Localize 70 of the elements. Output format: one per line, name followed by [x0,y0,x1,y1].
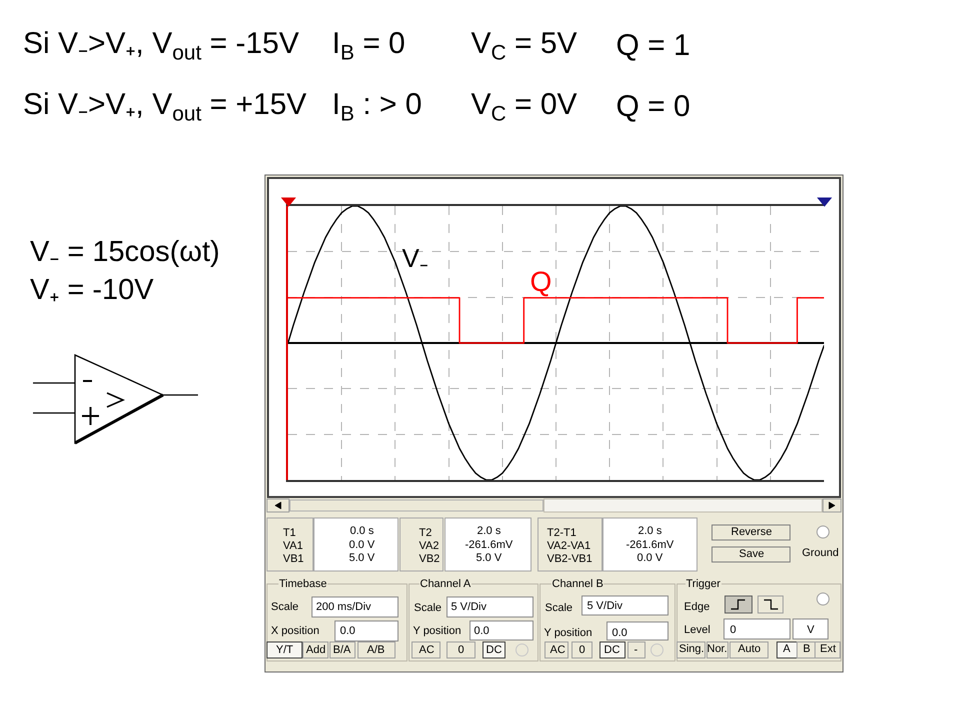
text: 0.0 [340,625,356,637]
text: Level [684,624,710,636]
text: 2.0 s [638,525,662,537]
text: Ground [802,547,839,559]
text: V [807,624,815,636]
text: 0 [730,624,736,636]
text: Scale [271,601,299,613]
text: B [803,643,810,655]
text: VA1 [283,540,303,552]
text: VB1 [283,553,304,565]
text: A [783,643,791,655]
text: Y position [413,625,462,637]
text: Save [739,548,764,560]
series-label: Q [530,266,552,297]
text: Y/T [276,644,294,656]
text: T1 [283,527,296,539]
text: V₋ = 15cos(ωt) [30,236,220,268]
text: VB2 [419,553,440,565]
text: Timebase [279,578,327,590]
text: DC [604,644,620,656]
text: -261.6mV [626,539,674,551]
text: 0.0 V [349,539,376,551]
text: 5 V/Div [587,600,623,612]
text: AC [550,644,566,656]
text: - [634,644,638,656]
text: 0 [458,644,464,656]
text: VA2 [419,540,439,552]
text: 2.0 s [477,525,502,537]
text: VA2-VA1 [547,540,591,552]
series-label: V₋ [402,243,428,273]
text: AC [419,644,434,656]
text: Nor. [707,643,728,655]
text: Sing. [679,643,704,655]
text: Ext [820,643,836,655]
text: DC [486,644,502,656]
text: V$_{C}$ = 0V [471,88,578,126]
text: 5 V/Div [451,601,487,613]
text: A/B [367,644,385,656]
text: Reverse [731,526,772,538]
text: Q = 0 [616,90,690,123]
text: Add [306,644,326,656]
text: 5.0 V [349,552,376,564]
text: Q = 1 [616,29,690,62]
text: I$_{B}$ : > 0 [332,88,422,126]
text: B/A [333,644,352,656]
text: 0.0 s [350,525,374,537]
text: Si V₋>V₊, V$_{out}$ = -15V [23,27,299,64]
text: 5.0 V [476,552,502,564]
text: Auto [738,643,761,655]
text: I$_{B}$ = 0 [332,27,406,64]
text: X position [271,625,320,637]
text: T2-T1 [547,527,576,539]
text: Scale [545,602,573,614]
text: VB2-VB1 [547,553,592,565]
text: Channel A [420,578,472,590]
text: -261.6mV [465,539,514,551]
text: 0.0 V [637,552,664,564]
text: V$_{C}$ = 5V [471,27,578,64]
text: Edge [684,601,710,613]
text: 0.0 [474,625,490,637]
text: 0 [579,644,586,656]
text: Y position [544,627,592,639]
text: Trigger [686,578,721,590]
text: Channel B [552,578,604,590]
text: 200 ms/Div [316,601,372,613]
text: V₊ = -10V [30,274,154,306]
text: 0.0 [612,627,628,639]
text: Scale [414,602,442,614]
text: Si V₋>V₊, V$_{out}$ = +15V [23,88,307,126]
text: T2 [419,527,432,539]
